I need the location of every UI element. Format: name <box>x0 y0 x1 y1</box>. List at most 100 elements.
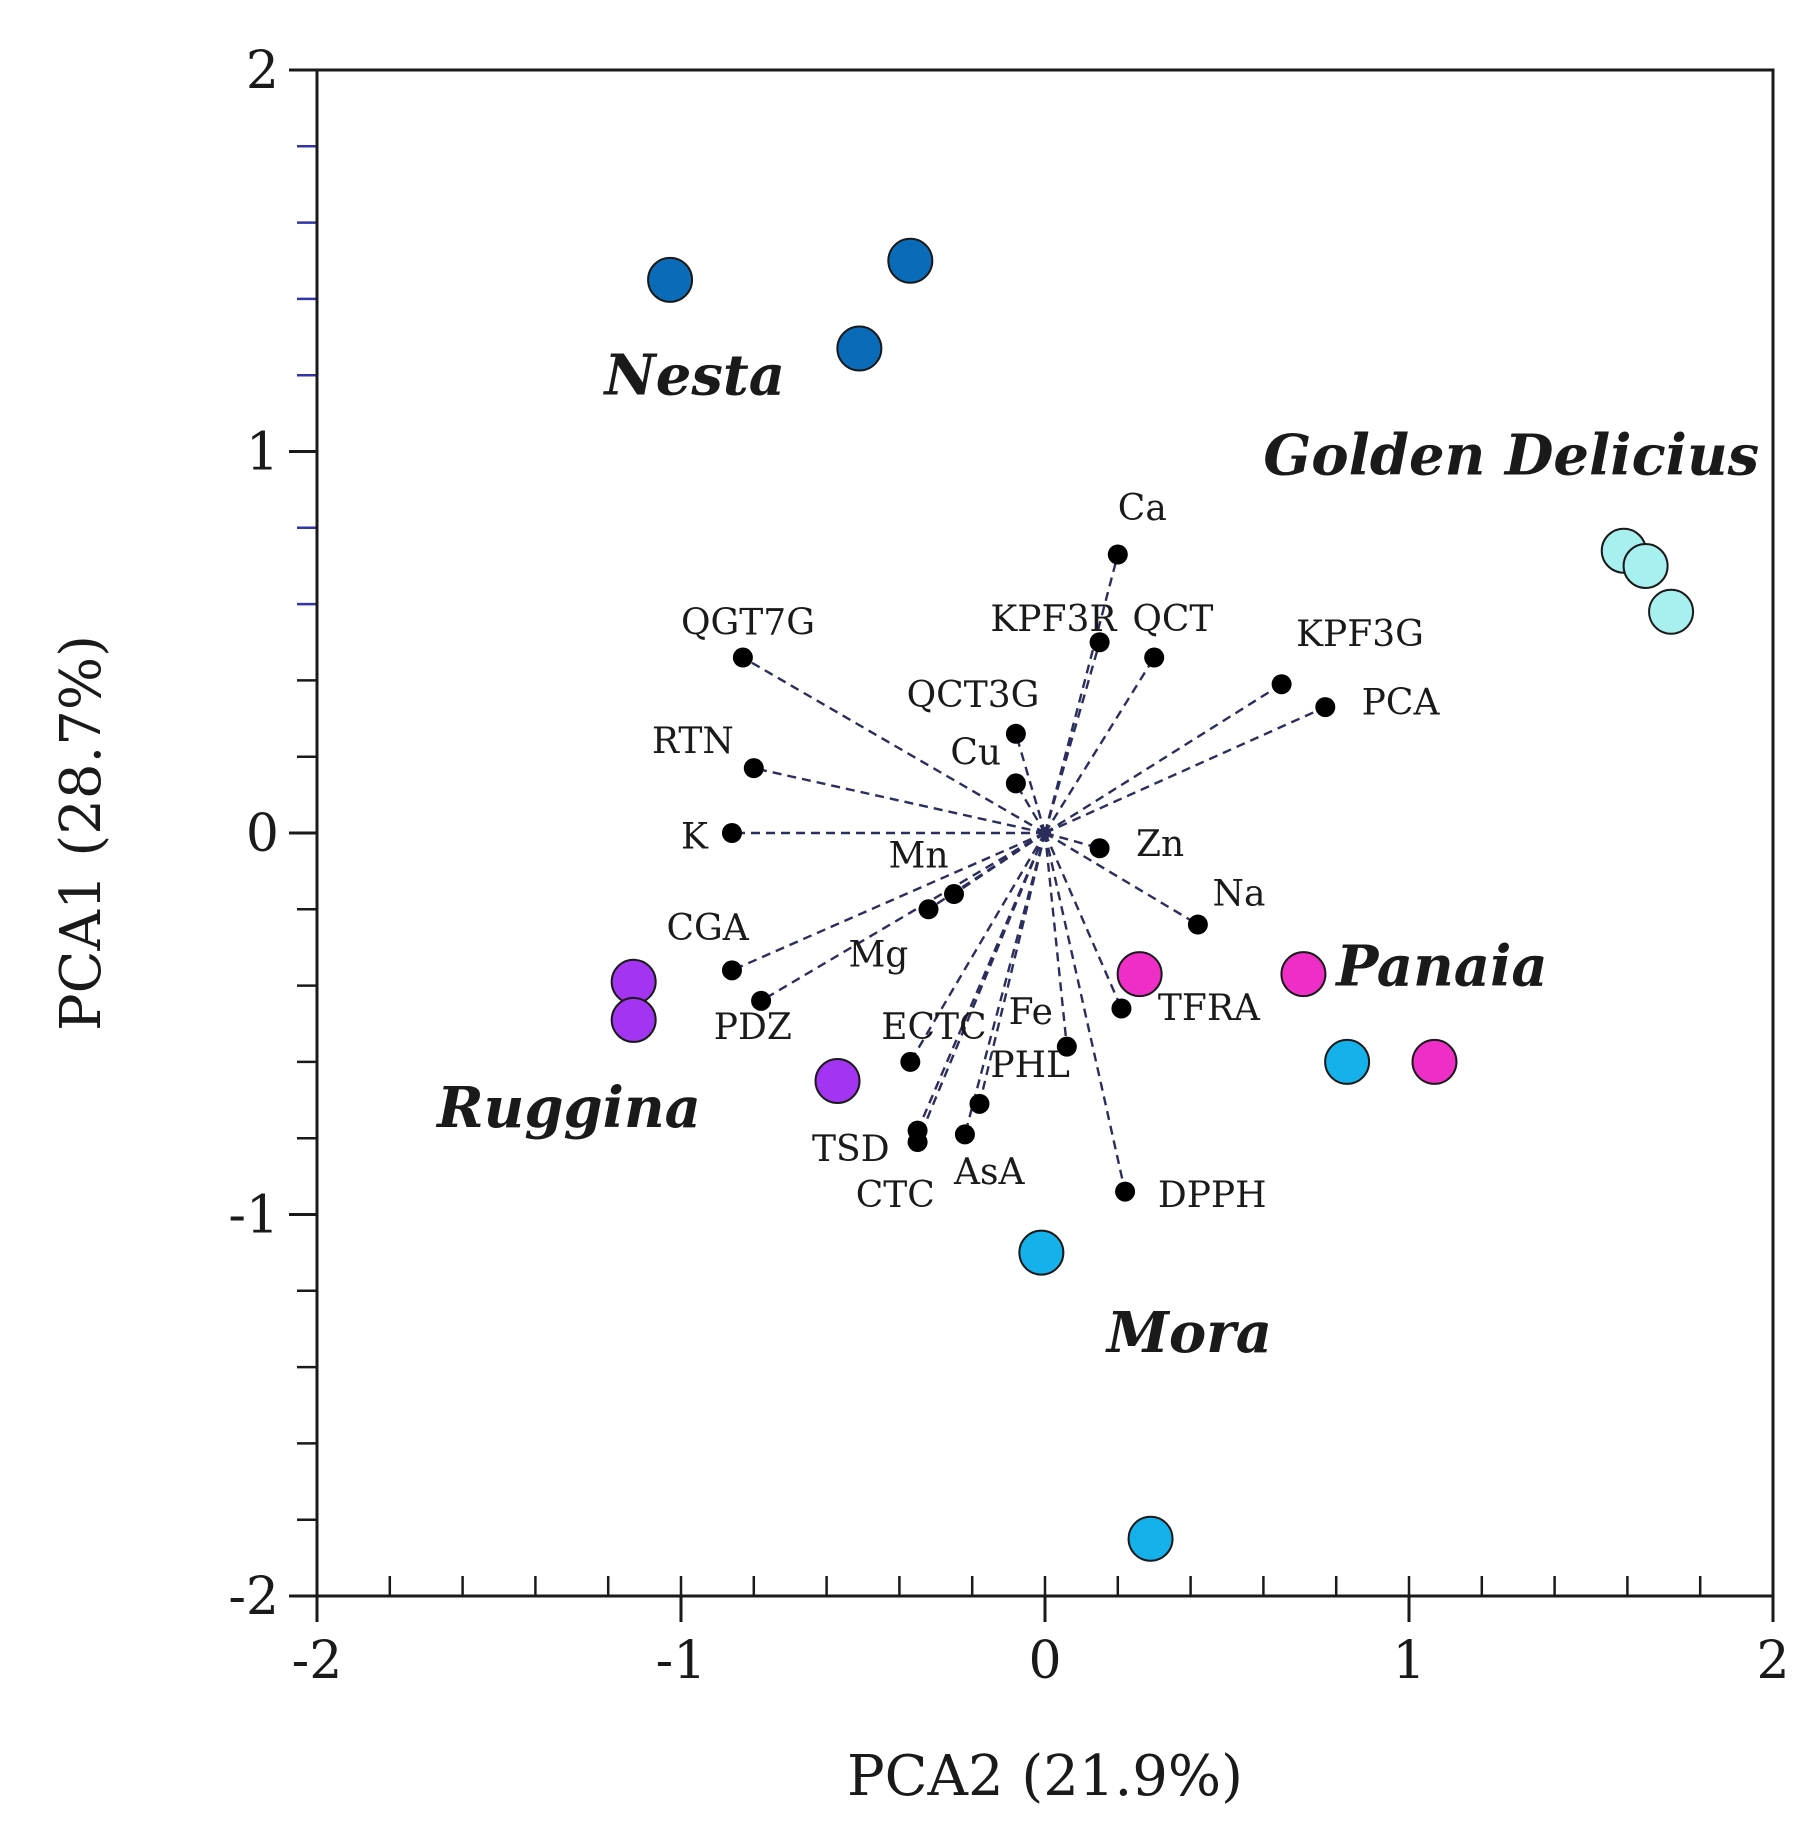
loading-vector-cga <box>731 831 1046 972</box>
x-tick-label: 0 <box>1028 1631 1061 1691</box>
loading-vector-qct <box>1043 656 1156 834</box>
loading-label-mg: Mg <box>848 935 908 976</box>
x-tick-label: 2 <box>1756 1631 1789 1691</box>
loading-vector-ca <box>1043 554 1119 834</box>
loading-point-cu <box>1005 773 1026 794</box>
y-tick-label: 0 <box>246 804 279 864</box>
loading-label-qgt7g: QGT7G <box>681 603 815 644</box>
loading-point-mg <box>918 899 939 920</box>
loading-point-pdz <box>751 990 772 1011</box>
loading-label-fe: Fe <box>1009 992 1053 1033</box>
group-labels: Nesta Golden Delicius Panaia Mora Ruggina <box>435 342 1759 1366</box>
loading-label-tsd: TSD <box>812 1129 890 1170</box>
loading-point-tfra <box>1111 998 1132 1019</box>
loading-label-qct3g: QCT3G <box>907 675 1040 716</box>
x-axis: -2 -1 0 1 2 <box>292 1596 1790 1691</box>
loading-point-kpf3r <box>1089 632 1110 653</box>
score-point-golden-delicius <box>1622 542 1669 589</box>
loading-label-na: Na <box>1212 873 1265 914</box>
loading-point-mn <box>944 884 964 905</box>
loading-point-phl <box>969 1093 990 1114</box>
loading-point-ca <box>1107 544 1128 565</box>
loading-vectors <box>731 554 1326 1192</box>
loading-point-na <box>1187 914 1208 935</box>
score-point-mora <box>1127 1515 1174 1562</box>
loading-label-k: K <box>681 816 709 857</box>
y-tick-label: -2 <box>228 1567 279 1627</box>
loading-vector-asa <box>963 832 1047 1135</box>
x-tick-label: 1 <box>1392 1631 1425 1691</box>
loading-label-phl: PHL <box>990 1045 1070 1086</box>
loading-label-tfra: TFRA <box>1158 988 1261 1029</box>
loading-vector-kpf3r <box>1043 641 1101 834</box>
loading-point-qct <box>1144 647 1165 668</box>
loading-point-pca <box>1315 697 1336 718</box>
loading-label-kpf3g: KPF3G <box>1296 614 1424 655</box>
loading-label-ectc: ECTC <box>881 1007 986 1048</box>
group-label-golden-delicius: Golden Delicius <box>1263 422 1759 488</box>
group-label-mora: Mora <box>1105 1300 1272 1366</box>
loading-label-pca: PCA <box>1362 683 1441 724</box>
score-point-panaia <box>1116 951 1163 998</box>
loading-vector-ctc <box>916 832 1047 1143</box>
loading-point-asa <box>954 1124 975 1145</box>
score-point-nesta <box>836 325 883 372</box>
score-point-ruggina <box>814 1057 861 1104</box>
loading-point-k <box>721 823 742 843</box>
loading-label-asa: AsA <box>953 1152 1025 1193</box>
loading-vector-kpf3g <box>1044 683 1283 835</box>
loading-label-zn: Zn <box>1136 824 1184 865</box>
loading-label-cu: Cu <box>950 732 1001 773</box>
loading-point-qgt7g <box>732 647 753 668</box>
loading-vector-qgt7g <box>742 656 1046 835</box>
loading-label-rtn: RTN <box>652 721 734 762</box>
score-point-nesta <box>647 256 694 303</box>
y-axis: -2 -1 0 1 2 <box>228 41 317 1627</box>
loading-labels: Ca KPF3R QCT QGT7G KPF3G PCA QCT3G RTN Cu K Zn Mn Na… <box>652 488 1441 1216</box>
loading-vector-tfra <box>1043 832 1123 1009</box>
score-points <box>610 237 1695 1562</box>
loading-label-cga: CGA <box>666 908 749 949</box>
loading-label-mn: Mn <box>888 835 948 876</box>
loading-label-kpf3r: KPF3R <box>990 599 1117 640</box>
loading-point-rtn <box>743 758 764 779</box>
y-tick-label: 1 <box>246 423 279 483</box>
minor-ticks <box>297 68 1775 1598</box>
loading-vector-dpph <box>1043 832 1127 1192</box>
origin-point <box>1039 827 1051 839</box>
loading-points <box>721 544 1336 1202</box>
group-label-nesta: Nesta <box>603 342 786 408</box>
group-label-panaia: Panaia <box>1334 934 1547 1000</box>
loading-vector-qct3g <box>1014 733 1047 834</box>
score-point-mora <box>1018 1229 1065 1276</box>
x-axis-title: PCA2 (21.9%) <box>847 1744 1243 1809</box>
score-point-panaia <box>1411 1038 1458 1085</box>
loading-label-dpph: DPPH <box>1158 1175 1267 1216</box>
y-tick-label: 2 <box>246 41 279 101</box>
x-tick-label: -1 <box>656 1631 707 1691</box>
loading-point-cga <box>721 960 742 981</box>
score-point-ruggina <box>610 996 657 1043</box>
x-tick-label: -2 <box>292 1631 343 1691</box>
loading-label-ca: Ca <box>1118 488 1167 529</box>
loading-label-ctc: CTC <box>856 1175 935 1216</box>
group-label-ruggina: Ruggina <box>435 1075 701 1141</box>
y-axis-title: PCA1 (28.7%) <box>49 635 114 1031</box>
score-point-nesta <box>887 237 934 284</box>
score-point-panaia <box>1280 951 1327 998</box>
loading-point-qct3g <box>1005 723 1026 744</box>
loading-point-ctc <box>907 1132 928 1153</box>
loading-vector-fe <box>1043 832 1069 1047</box>
score-point-mora <box>1324 1038 1371 1085</box>
loading-point-dpph <box>1115 1181 1136 1202</box>
loading-vector-rtn <box>753 766 1046 835</box>
loading-vector-pca <box>1044 706 1326 835</box>
y-tick-label: -1 <box>228 1186 279 1246</box>
loading-point-ectc <box>900 1051 921 1072</box>
loading-point-kpf3g <box>1271 674 1292 695</box>
loading-label-qct: QCT <box>1132 599 1213 640</box>
loading-point-fe <box>1056 1036 1077 1057</box>
loading-point-zn <box>1089 838 1110 859</box>
score-point-golden-delicius <box>1648 588 1695 635</box>
